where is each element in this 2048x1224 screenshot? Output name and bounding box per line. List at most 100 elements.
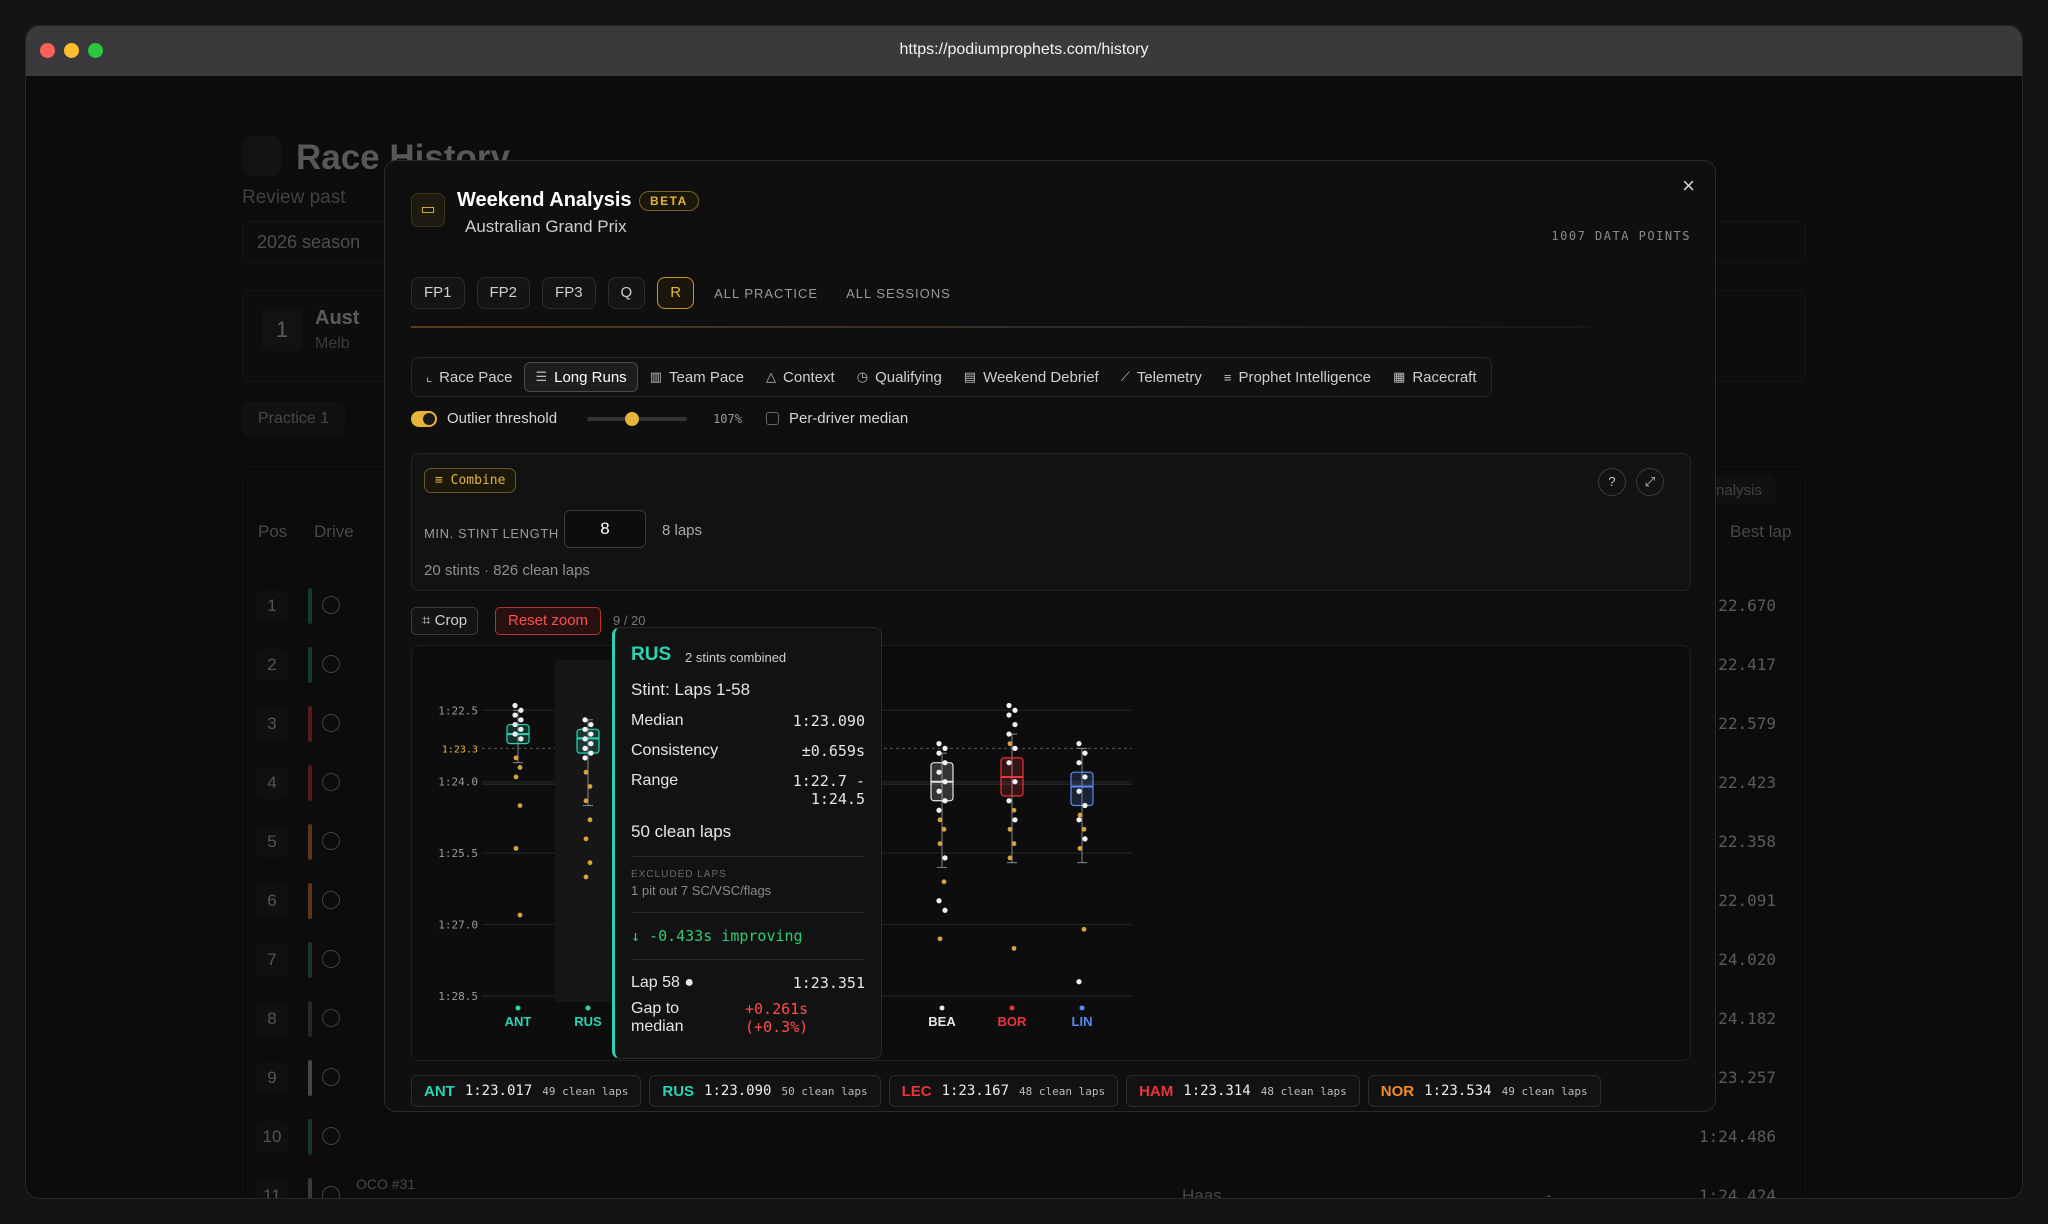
session-link-1[interactable]: ALL SESSIONS bbox=[846, 285, 951, 301]
driver-dot bbox=[1009, 1005, 1015, 1011]
crop-button[interactable]: ⌗ Crop bbox=[411, 607, 479, 635]
tooltip-combined: 2 stints combined bbox=[685, 650, 787, 665]
outlier-point bbox=[1081, 926, 1087, 932]
chip-laps: 48 clean laps bbox=[1019, 1084, 1106, 1098]
per-driver-median-checkbox[interactable] bbox=[765, 412, 779, 425]
tab-racecraft[interactable]: ▦ Racecraft bbox=[1383, 362, 1487, 392]
driver-chip-nor[interactable]: NOR 1:23.534 49 clean laps bbox=[1367, 1075, 1601, 1107]
driver-chip-ant[interactable]: ANT 1:23.017 49 clean laps bbox=[411, 1075, 642, 1107]
row-position: 1 bbox=[256, 590, 288, 622]
outlier-point bbox=[937, 841, 943, 847]
best-lap: 1:24.020 bbox=[1698, 950, 1776, 969]
session-tab-fp2[interactable]: FP2 bbox=[476, 277, 531, 309]
race-location: Melb bbox=[315, 335, 350, 352]
lap-point bbox=[942, 907, 948, 913]
row-position: 4 bbox=[256, 767, 288, 799]
lap-point bbox=[588, 750, 594, 756]
tab-race-pace[interactable]: ⌞ Race Pace bbox=[416, 362, 522, 392]
session-tab-fp3[interactable]: FP3 bbox=[542, 277, 596, 309]
close-window-button[interactable] bbox=[40, 43, 55, 58]
tab-long-runs[interactable]: ☰ Long Runs bbox=[524, 362, 638, 392]
outlier-slider[interactable] bbox=[587, 411, 688, 426]
outlier-slider-knob[interactable] bbox=[625, 411, 640, 426]
help-icon[interactable]: ? bbox=[1598, 468, 1626, 496]
tab-team-pace[interactable]: ▥ Team Pace bbox=[640, 362, 754, 392]
y-tick-label: 1:22.5 bbox=[438, 704, 478, 717]
tab-telemetry[interactable]: ⟋ Telemetry bbox=[1111, 362, 1212, 392]
lap-point bbox=[582, 736, 588, 742]
minimize-window-button[interactable] bbox=[64, 43, 79, 58]
row-dash: - bbox=[1546, 1186, 1552, 1198]
table-row[interactable]: 11 OCO #31 Esteban Ocon Haas - 1:24.424 bbox=[242, 1166, 1806, 1198]
driver-label-lin: LIN bbox=[1072, 1014, 1093, 1029]
driver-chip-ham[interactable]: HAM 1:23.314 48 clean laps bbox=[1126, 1075, 1360, 1107]
analysis-tabs: ⌞ Race Pace ☰ Long Runs ▥ Team Pace △ Context ◷ Q… bbox=[411, 357, 1492, 397]
team-color-bar bbox=[308, 1178, 312, 1198]
driver-dot bbox=[1079, 1005, 1085, 1011]
table-row[interactable]: 7 1:24.020 bbox=[242, 930, 1806, 989]
outlier-toggle[interactable] bbox=[411, 410, 437, 427]
min-stint-input[interactable]: 8 bbox=[564, 510, 646, 548]
driver-chip-rus[interactable]: RUS 1:23.090 50 clean laps bbox=[649, 1075, 881, 1107]
lap-point bbox=[1006, 760, 1012, 766]
session-tab-r[interactable]: R bbox=[657, 277, 695, 309]
box-plot-svg[interactable]: 1:22.5 1:24.0 1:25.5 1:27.0 1:28.5 1:23.3 ANT R… bbox=[412, 646, 1692, 1062]
gap-label: Gap to median bbox=[631, 1000, 684, 1035]
tab-weekend-debrief[interactable]: ▤ Weekend Debrief bbox=[954, 362, 1109, 392]
table-row[interactable]: 10 1:24.486 bbox=[242, 1107, 1806, 1166]
table-row[interactable]: 2 1:22.417 bbox=[242, 635, 1806, 694]
lap-point bbox=[1012, 707, 1018, 713]
long-runs-chart[interactable]: 1:22.5 1:24.0 1:25.5 1:27.0 1:28.5 1:23.3 ANT R… bbox=[411, 645, 1691, 1061]
consistency-value: ±0.659s bbox=[801, 742, 865, 760]
crop-label: Crop bbox=[434, 612, 468, 629]
driver-chip-lec[interactable]: LEC 1:23.167 48 clean laps bbox=[888, 1075, 1119, 1107]
tab-label: Prophet Intelligence bbox=[1238, 368, 1372, 386]
outlier-point bbox=[517, 803, 523, 808]
lap-point bbox=[588, 731, 594, 737]
table-row[interactable]: 4 1:22.423 bbox=[242, 753, 1806, 812]
session-divider bbox=[411, 326, 1591, 328]
team-color-bar bbox=[308, 588, 312, 624]
stint-summary: 20 stints · 826 clean laps bbox=[424, 562, 590, 579]
table-row[interactable]: 3 1:22.579 bbox=[242, 694, 1806, 753]
lap-point bbox=[1012, 745, 1018, 751]
best-lap: 1:22.091 bbox=[1698, 891, 1776, 910]
table-row[interactable]: 8 1:24.182 bbox=[242, 989, 1806, 1048]
lap-point bbox=[582, 745, 588, 751]
best-lap: 1:22.670 bbox=[1698, 596, 1776, 615]
team-logo-icon bbox=[322, 714, 340, 732]
table-row[interactable]: 6 1:22.091 bbox=[242, 871, 1806, 930]
table-row[interactable]: 9 1:23.257 bbox=[242, 1048, 1806, 1107]
expand-icon[interactable]: ⤢ bbox=[1636, 468, 1664, 496]
lap-point bbox=[512, 702, 518, 709]
tab-prophet-intelligence[interactable]: ≡ Prophet Intelligence bbox=[1214, 362, 1381, 392]
reset-zoom-button[interactable]: Reset zoom bbox=[495, 607, 602, 635]
calendar-icon: ▤ bbox=[963, 369, 977, 384]
tab-qualifying[interactable]: ◷ Qualifying bbox=[847, 362, 952, 392]
combine-label: Combine bbox=[450, 473, 506, 488]
chip-code: RUS bbox=[662, 1082, 695, 1100]
tab-label: Qualifying bbox=[875, 368, 942, 386]
table-row[interactable]: 1 1:22.670 bbox=[242, 576, 1806, 635]
session-link-0[interactable]: ALL PRACTICE bbox=[714, 285, 819, 301]
address-bar[interactable]: https://podiumprophets.com/history bbox=[899, 41, 1149, 58]
season-select-value: 2026 season bbox=[257, 232, 361, 252]
close-modal-button[interactable]: × bbox=[1682, 173, 1695, 198]
practice-tab[interactable]: Practice 1 bbox=[242, 402, 346, 436]
tab-context[interactable]: △ Context bbox=[756, 362, 845, 392]
driver-label-bea: BEA bbox=[928, 1014, 956, 1029]
combine-button[interactable]: ≡ Combine bbox=[424, 468, 517, 493]
lap-point bbox=[582, 726, 588, 732]
tab-label: Team Pace bbox=[668, 368, 745, 386]
session-tab-q[interactable]: Q bbox=[607, 277, 646, 309]
driver-summary-chips: ANT 1:23.017 49 clean laps RUS 1:23.090 50 cl… bbox=[411, 1075, 1601, 1107]
outlier-point bbox=[583, 874, 589, 880]
lap-point bbox=[942, 745, 948, 751]
warning-icon: △ bbox=[766, 369, 777, 384]
maximize-window-button[interactable] bbox=[88, 43, 103, 58]
table-row[interactable]: 5 1:22.358 bbox=[242, 812, 1806, 871]
lap-point bbox=[582, 717, 588, 723]
y-tick-label: 1:25.5 bbox=[438, 847, 478, 860]
row-position: 11 bbox=[256, 1180, 288, 1198]
session-tab-fp1[interactable]: FP1 bbox=[411, 277, 465, 309]
